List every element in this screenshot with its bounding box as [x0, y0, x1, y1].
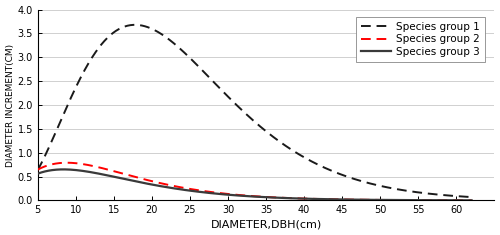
Species group 2	[468, 199, 474, 202]
Species group 3	[291, 197, 297, 200]
Species group 3	[147, 183, 153, 186]
Species group 2	[291, 197, 297, 200]
Species group 3	[112, 176, 118, 178]
Legend: Species group 1, Species group 2, Species group 3: Species group 1, Species group 2, Specie…	[356, 17, 484, 62]
Species group 3	[468, 199, 474, 202]
Species group 1	[147, 27, 153, 29]
Species group 2	[147, 179, 153, 182]
Species group 1	[34, 169, 40, 172]
Species group 3	[232, 194, 237, 197]
Species group 2	[362, 198, 368, 201]
Species group 2	[64, 161, 70, 164]
Species group 1	[232, 102, 237, 105]
Species group 2	[34, 168, 40, 171]
Species group 3	[34, 172, 40, 175]
Species group 1	[468, 196, 474, 199]
Species group 1	[291, 150, 297, 153]
Species group 1	[132, 24, 138, 26]
X-axis label: DIAMETER,DBH(cm): DIAMETER,DBH(cm)	[210, 219, 322, 229]
Species group 1	[325, 168, 331, 171]
Species group 1	[362, 181, 368, 184]
Species group 3	[362, 198, 368, 201]
Species group 2	[232, 193, 237, 196]
Line: Species group 2: Species group 2	[38, 163, 472, 200]
Species group 2	[325, 198, 331, 201]
Species group 3	[325, 198, 331, 201]
Species group 3	[61, 168, 67, 171]
Line: Species group 1: Species group 1	[38, 25, 472, 197]
Species group 1	[112, 31, 117, 33]
Line: Species group 3: Species group 3	[38, 169, 472, 200]
Y-axis label: DIAMETER INCREMENT(CM): DIAMETER INCREMENT(CM)	[6, 43, 15, 167]
Species group 2	[112, 170, 118, 173]
